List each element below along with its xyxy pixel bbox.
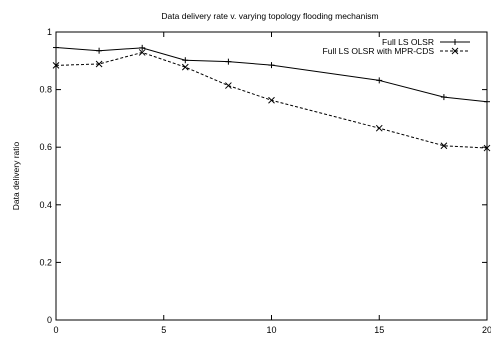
y-axis-label: Data delivery ratio — [11, 141, 21, 210]
data-point-series-2 — [52, 62, 60, 69]
data-point-series-2 — [375, 124, 383, 132]
data-point-series-2 — [95, 60, 103, 68]
x-tick-label: 15 — [374, 325, 384, 335]
x-tick-label: 0 — [53, 325, 58, 335]
y-tick-label: 1 — [47, 27, 52, 37]
data-point-series-2 — [181, 63, 189, 71]
x-tick-label: 5 — [161, 325, 166, 335]
data-point-series-2 — [483, 144, 491, 152]
axis-ticks: 0 5 10 15 20 0 0.2 0.4 0.6 0.8 1 — [39, 27, 491, 335]
legend-marker — [452, 39, 458, 45]
y-tick-label: 0 — [47, 315, 52, 325]
x-tick-label: 10 — [266, 325, 276, 335]
data-point-series-1 — [53, 44, 59, 51]
y-tick-label: 0.4 — [39, 200, 52, 210]
legend-marker — [451, 47, 459, 55]
data-point-series-2 — [440, 142, 448, 150]
data-point-series-1 — [440, 94, 447, 101]
data-series — [52, 44, 491, 152]
data-point-series-1 — [376, 77, 383, 84]
data-point-series-1 — [225, 58, 232, 65]
chart-title: Data delivery rate v. varying topology f… — [161, 11, 378, 21]
y-tick-label: 0.6 — [39, 142, 52, 152]
data-point-series-1 — [484, 98, 490, 105]
data-point-series-1 — [139, 44, 146, 51]
data-point-series-1 — [182, 57, 189, 64]
data-point-series-1 — [268, 62, 275, 69]
data-point-series-2 — [225, 82, 232, 89]
data-point-series-2 — [138, 49, 146, 56]
data-point-series-1 — [96, 47, 103, 54]
x-tick-label: 20 — [482, 325, 491, 335]
y-tick-label: 0.2 — [39, 257, 52, 267]
legend-label: Full LS OLSR with MPR-CDS — [323, 46, 435, 56]
plot-area-frame — [55, 31, 488, 321]
data-point-series-2 — [268, 96, 275, 104]
legend-label: Full LS OLSR — [382, 37, 434, 47]
y-tick-label: 0.8 — [39, 85, 52, 95]
